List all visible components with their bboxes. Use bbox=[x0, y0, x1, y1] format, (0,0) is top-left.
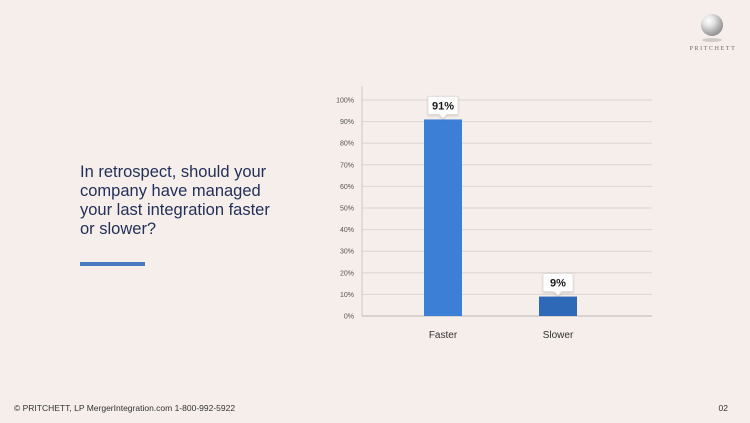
bar-slower bbox=[539, 296, 577, 316]
y-tick-label: 20% bbox=[340, 270, 354, 277]
y-tick-label: 50% bbox=[340, 206, 354, 213]
page-number: 02 bbox=[718, 403, 728, 413]
logo-text: PRITCHETT bbox=[689, 46, 737, 52]
question-underline bbox=[80, 262, 145, 266]
y-tick-label: 90% bbox=[340, 119, 354, 126]
y-tick-label: 40% bbox=[340, 227, 354, 234]
data-label: 9% bbox=[550, 278, 566, 290]
y-tick-label: 80% bbox=[340, 141, 354, 148]
bar-faster bbox=[424, 119, 462, 316]
question-text: In retrospect, should your company have … bbox=[80, 163, 270, 238]
category-label: Faster bbox=[429, 330, 458, 341]
y-tick-label: 10% bbox=[340, 292, 354, 299]
data-label-bubble bbox=[542, 273, 574, 297]
pritchett-logo: PRITCHETT bbox=[683, 14, 743, 58]
y-tick-label: 100% bbox=[336, 98, 354, 105]
data-label-bubble bbox=[427, 96, 459, 120]
data-label: 91% bbox=[432, 100, 454, 112]
footer-copyright: © PRITCHETT, LP MergerIntegration.com 1-… bbox=[14, 403, 236, 413]
logo-sphere-icon bbox=[701, 14, 723, 36]
y-tick-label: 60% bbox=[340, 184, 354, 191]
y-tick-label: 70% bbox=[340, 162, 354, 169]
category-label: Slower bbox=[543, 330, 574, 341]
logo-shadow bbox=[702, 38, 722, 42]
y-tick-label: 30% bbox=[340, 249, 354, 256]
y-tick-label: 0% bbox=[344, 314, 354, 321]
